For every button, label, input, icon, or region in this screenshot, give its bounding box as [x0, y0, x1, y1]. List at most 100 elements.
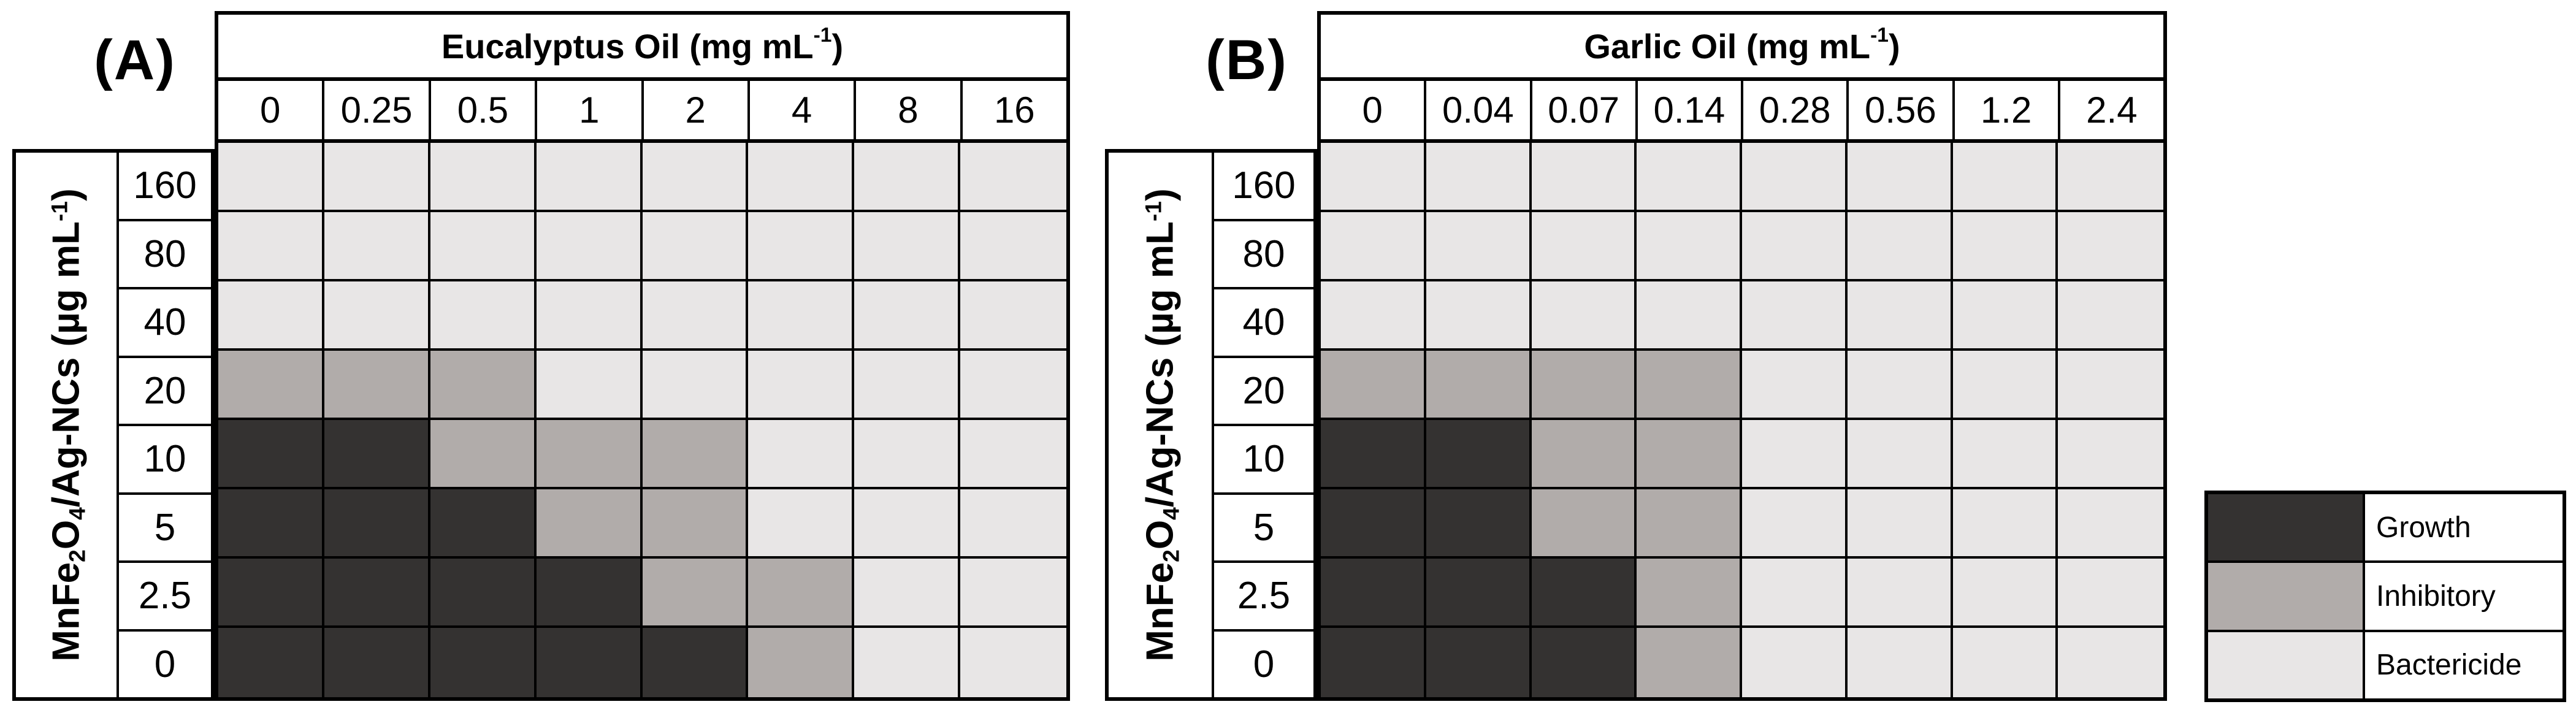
heatmap-cell-y10-x2.4 [2058, 420, 2163, 489]
heatmap-cell-y10-x0.28 [1742, 420, 1848, 489]
column-header-0.25: 0.25 [324, 81, 431, 139]
heatmap-cell-y40-x2.4 [2058, 281, 2163, 351]
heatmap-cell-y10-x0.04 [1426, 420, 1532, 489]
heatmap-cell-y5-x0 [1321, 489, 1426, 559]
legend-swatch-inhibitory [2208, 563, 2365, 630]
heatmap-cell-y10-x0.25 [324, 420, 430, 489]
heatmap-cell-y160-x1.2 [1952, 143, 2058, 212]
heatmap-cell-y40-x16 [960, 281, 1066, 351]
panel-b-title: Garlic Oil (mg mL -1) [1321, 15, 2163, 81]
heatmap-cell-y0-x0.25 [324, 628, 430, 697]
heatmap-cell-y20-x8 [854, 351, 961, 420]
heatmap-cell-y20-x0.04 [1426, 351, 1532, 420]
heatmap-cell-y0-x0 [1321, 628, 1426, 697]
heatmap-cell-y5-x4 [748, 489, 855, 559]
column-header-8: 8 [856, 81, 963, 139]
heatmap-cell-y160-x0.25 [324, 143, 430, 212]
column-header-2.4: 2.4 [2086, 90, 2138, 131]
heatmap-cell-y2.5-x0.07 [1531, 559, 1637, 628]
heatmap-cell-y80-x4 [748, 212, 855, 281]
panel-a-heatmap-grid [218, 143, 1066, 697]
row-header-20: 20 [1214, 358, 1313, 426]
column-header-0: 0 [1321, 81, 1427, 139]
column-header-0.28: 0.28 [1743, 81, 1849, 139]
heatmap-cell-y40-x0 [1321, 281, 1426, 351]
heatmap-cell-y10-x2 [642, 420, 749, 489]
heatmap-cell-y40-x4 [748, 281, 855, 351]
heatmap-cell-y10-x4 [748, 420, 855, 489]
heatmap-cell-y5-x0 [218, 489, 324, 559]
heatmap-cell-y0-x1.2 [1952, 628, 2058, 697]
heatmap-cell-y5-x0.28 [1742, 489, 1848, 559]
panel-a-column-headers: 0 0.25 0.5 1 2 4 8 16 [218, 81, 1066, 143]
heatmap-cell-y10-x0.56 [1847, 420, 1953, 489]
heatmap-cell-y10-x0.5 [430, 420, 537, 489]
row-header-80: 80 [119, 221, 211, 289]
heatmap-cell-y40-x0 [218, 281, 324, 351]
legend-label-bactericide: Bactericide [2365, 632, 2563, 698]
panel-a-row-headers: 160 80 40 20 10 5 2.5 0 [119, 153, 211, 697]
heatmap-cell-y0-x0.56 [1847, 628, 1953, 697]
heatmap-cell-y20-x0.07 [1531, 351, 1637, 420]
row-header-2.5: 2.5 [119, 563, 211, 632]
row-header-2.5: 2.5 [1214, 563, 1313, 632]
heatmap-cell-y80-x0.56 [1847, 212, 1953, 281]
heatmap-cell-y20-x0.14 [1637, 351, 1742, 420]
heatmap-cell-y2.5-x0.56 [1847, 559, 1953, 628]
heatmap-cell-y5-x0.5 [430, 489, 537, 559]
heatmap-cell-y40-x0.04 [1426, 281, 1532, 351]
heatmap-cell-y2.5-x16 [960, 559, 1066, 628]
heatmap-cell-y2.5-x0.28 [1742, 559, 1848, 628]
heatmap-cell-y160-x0.28 [1742, 143, 1848, 212]
heatmap-cell-y80-x0.07 [1531, 212, 1637, 281]
legend-row-inhibitory: Inhibitory [2208, 563, 2563, 632]
heatmap-cell-y0-x0 [218, 628, 324, 697]
heatmap-cell-y0-x16 [960, 628, 1066, 697]
heatmap-cell-y80-x0.25 [324, 212, 430, 281]
legend-swatch-growth [2208, 494, 2365, 561]
heatmap-cell-y80-x0.5 [430, 212, 537, 281]
heatmap-cell-y20-x2.4 [2058, 351, 2163, 420]
heatmap-cell-y5-x0.14 [1637, 489, 1742, 559]
heatmap-cell-y160-x2 [642, 143, 749, 212]
heatmap-cell-y5-x1 [536, 489, 643, 559]
legend-row-bactericide: Bactericide [2208, 632, 2563, 698]
panel-a-y-axis-title-cell: MnFe2O4/Ag-NCs (µg mL-1) [16, 153, 119, 697]
column-header-0.5: 0.5 [431, 81, 538, 139]
row-header-0: 0 [1253, 643, 1275, 686]
heatmap-cell-y160-x0.14 [1637, 143, 1742, 212]
heatmap-cell-y0-x0.14 [1637, 628, 1742, 697]
heatmap-cell-y2.5-x8 [854, 559, 961, 628]
heatmap-cell-y80-x0.28 [1742, 212, 1848, 281]
row-header-10: 10 [1214, 426, 1313, 495]
column-header-0.14: 0.14 [1638, 81, 1743, 139]
column-header-0.07: 0.07 [1532, 81, 1638, 139]
heatmap-cell-y20-x1 [536, 351, 643, 420]
heatmap-cell-y5-x16 [960, 489, 1066, 559]
heatmap-cell-y40-x0.5 [430, 281, 537, 351]
heatmap-cell-y80-x0.14 [1637, 212, 1742, 281]
panel-a-y-axis-title: MnFe2O4/Ag-NCs (µg mL-1) [45, 188, 90, 662]
row-header-0: 0 [154, 643, 176, 686]
heatmap-cell-y2.5-x0 [1321, 559, 1426, 628]
heatmap-cell-y5-x2.4 [2058, 489, 2163, 559]
panel-a-table: Eucalyptus Oil (mg mL -1) 0 0.25 0.5 1 2 4 8 16 [215, 11, 1070, 701]
heatmap-cell-y80-x1.2 [1952, 212, 2058, 281]
heatmap-cell-y0-x8 [854, 628, 961, 697]
column-header-0.04: 0.04 [1426, 81, 1532, 139]
column-header-1.2: 1.2 [1955, 81, 2060, 139]
heatmap-cell-y0-x0.28 [1742, 628, 1848, 697]
heatmap-cell-y20-x0.25 [324, 351, 430, 420]
column-header-4: 4 [750, 81, 857, 139]
heatmap-cell-y80-x2 [642, 212, 749, 281]
row-header-20: 20 [119, 358, 211, 426]
column-header-2: 2 [644, 81, 750, 139]
row-header-160: 160 [119, 153, 211, 221]
heatmap-cell-y0-x0.5 [430, 628, 537, 697]
heatmap-cell-y2.5-x1 [536, 559, 643, 628]
heatmap-cell-y80-x0.04 [1426, 212, 1532, 281]
heatmap-cell-y160-x1 [536, 143, 643, 212]
row-header-40: 40 [119, 289, 211, 358]
heatmap-cell-y80-x8 [854, 212, 961, 281]
